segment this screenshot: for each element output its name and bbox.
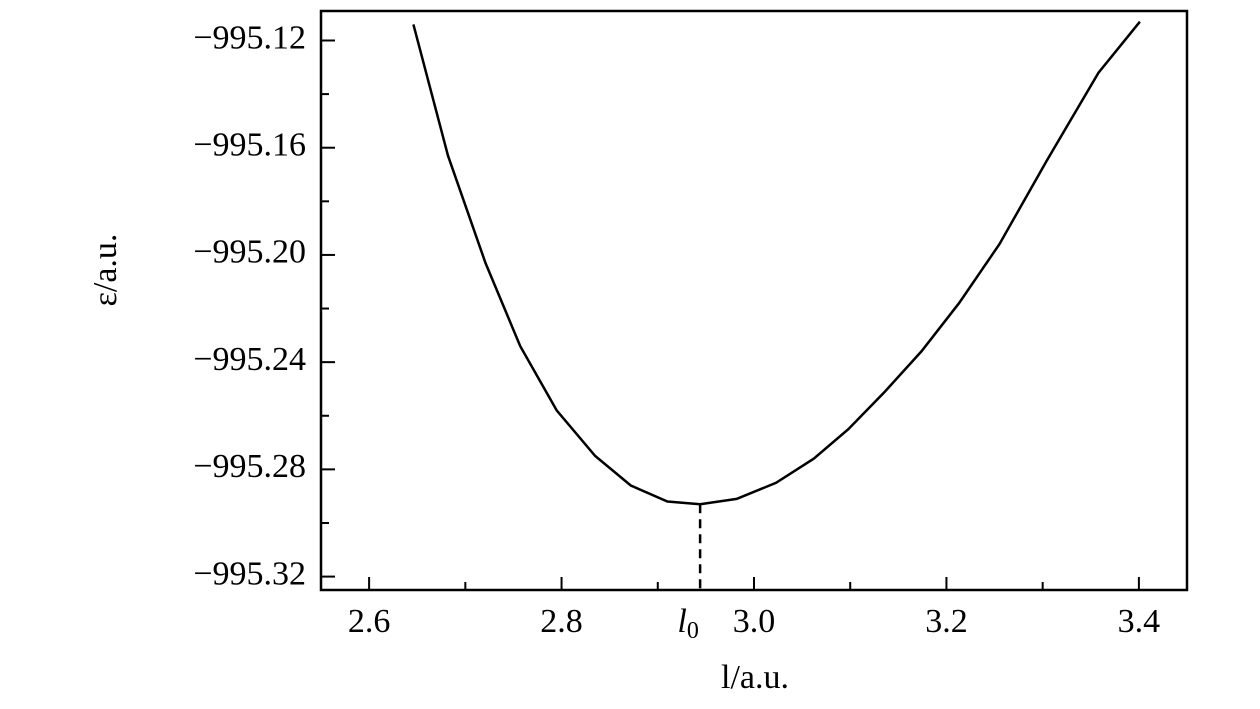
plot-frame xyxy=(319,9,1189,592)
y-tick-label: −995.32 xyxy=(193,555,306,592)
y-tick-label: −995.16 xyxy=(193,127,306,164)
x-tick-label: 3.2 xyxy=(925,603,968,640)
x-axis-label: l/a.u. xyxy=(721,659,789,696)
y-axis-label: ε/a.u. xyxy=(87,234,124,307)
x-tick-label: 2.6 xyxy=(348,603,391,640)
y-tick-label: −995.20 xyxy=(193,234,306,271)
data-line xyxy=(412,20,1141,506)
x-tick-label: 2.8 xyxy=(540,603,583,640)
minimum-label-subscript: 0 xyxy=(687,618,699,644)
x-tick-label: 3.0 xyxy=(733,603,776,640)
y-tick-label: −995.24 xyxy=(193,341,306,378)
minimum-label-main: l xyxy=(677,603,686,640)
minimum-label: l0 xyxy=(677,603,698,644)
x-tick-label: 3.4 xyxy=(1118,603,1161,640)
y-tick-label: −995.12 xyxy=(193,19,306,56)
y-tick-label: −995.28 xyxy=(193,448,306,485)
